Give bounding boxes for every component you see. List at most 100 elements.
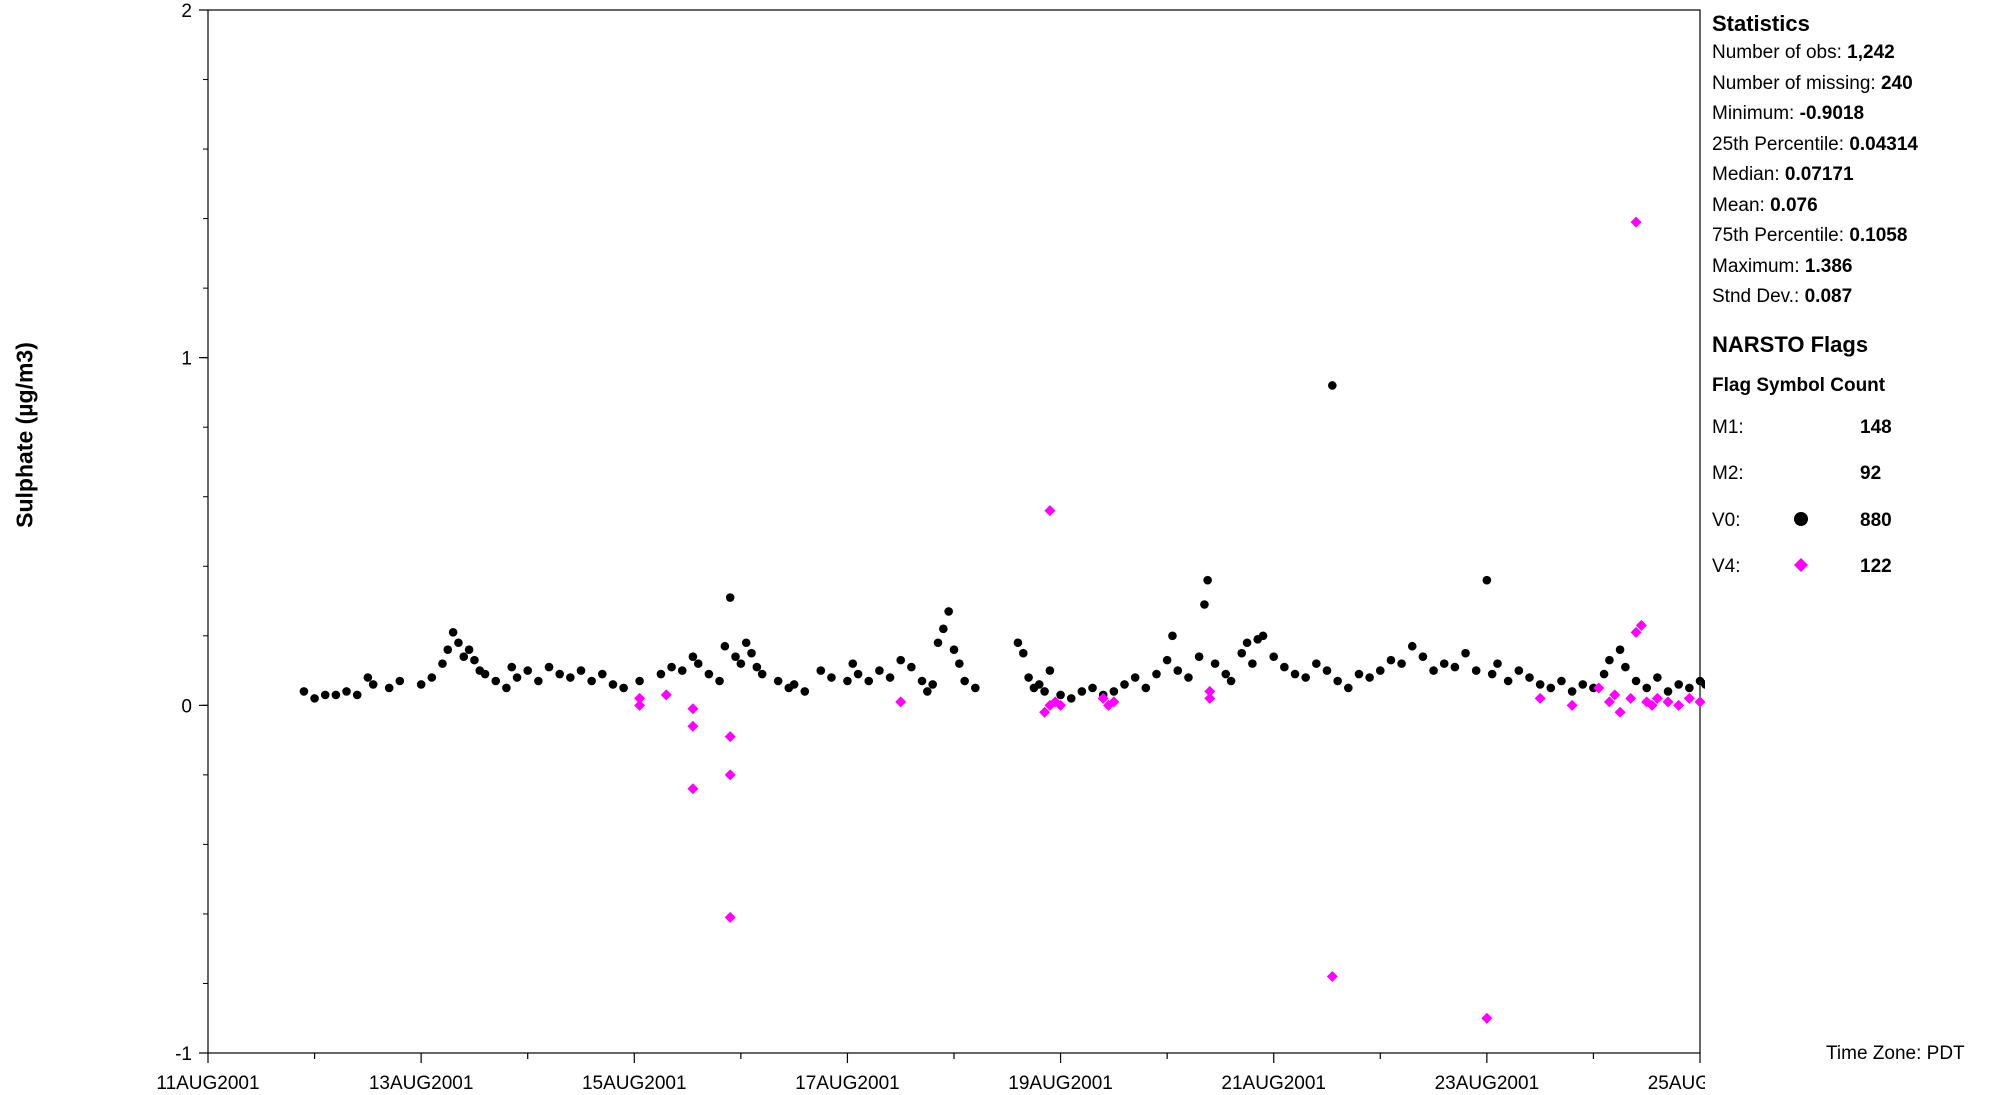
point-v0 <box>1642 683 1652 693</box>
point-v4 <box>1683 692 1695 704</box>
point-v0 <box>773 676 783 686</box>
point-v0 <box>1312 659 1321 668</box>
point-v0 <box>1120 680 1129 689</box>
point-v0 <box>1333 676 1342 686</box>
point-v0 <box>1034 680 1044 689</box>
point-v0 <box>848 659 858 668</box>
x-tick-label: 11AUG2001 <box>156 1073 259 1094</box>
point-v4 <box>1055 699 1067 711</box>
point-v0 <box>1578 680 1588 689</box>
point-v0 <box>1248 659 1257 668</box>
point-v0 <box>1280 662 1289 672</box>
point-v0 <box>454 638 463 648</box>
point-v0 <box>736 659 746 668</box>
point-v0 <box>944 607 953 616</box>
point-v0 <box>1546 683 1556 693</box>
point-v0 <box>459 652 469 661</box>
point-v0 <box>1088 683 1097 693</box>
point-v0 <box>1194 652 1204 661</box>
point-v0 <box>1653 673 1662 682</box>
point-v0 <box>1258 631 1268 641</box>
point-v0 <box>1525 673 1534 682</box>
point-v0 <box>427 673 437 682</box>
y-axis-label: Sulphate (µg/m3) <box>11 342 38 528</box>
point-v4 <box>687 783 699 795</box>
stat-value: 1,242 <box>1847 42 1895 63</box>
point-v0 <box>1290 669 1300 679</box>
flag-count: 880 <box>1860 509 1892 531</box>
point-v0 <box>704 669 714 679</box>
point-v0 <box>949 645 959 655</box>
point-v0 <box>555 669 564 679</box>
flag-code: M1: <box>1712 416 1744 438</box>
y-tick-label: 1 <box>181 349 192 370</box>
flags-title: NARSTO Flags <box>1712 331 1869 357</box>
point-v0 <box>1322 666 1332 675</box>
point-v4 <box>1673 699 1685 711</box>
point-v0 <box>1365 673 1374 682</box>
point-v4 <box>1097 692 1109 704</box>
point-v4 <box>1646 699 1658 711</box>
stat-label: Stnd Dev.: <box>1712 286 1805 307</box>
point-v0 <box>1237 648 1247 658</box>
point-v4 <box>1630 626 1642 638</box>
point-v0 <box>1471 666 1481 675</box>
stat-row: Stnd Dev.: 0.087 <box>1712 282 2002 313</box>
point-v0 <box>1168 631 1177 641</box>
point-v0 <box>1203 575 1212 585</box>
point-v0 <box>368 680 378 689</box>
point-v0 <box>331 690 341 700</box>
point-v0 <box>933 638 943 648</box>
point-v0 <box>1557 676 1566 686</box>
point-v4 <box>1534 692 1546 704</box>
point-v0 <box>320 690 330 700</box>
point-v0 <box>917 676 927 686</box>
flag-count: 122 <box>1860 556 1892 577</box>
point-v0 <box>470 655 479 665</box>
point-v0 <box>448 628 458 637</box>
statistics-panel: Statistics Number of obs: 1,242 Number of… <box>1712 10 2002 593</box>
point-v0 <box>1461 648 1470 658</box>
point-v0 <box>1040 687 1049 696</box>
stat-value: 0.087 <box>1804 286 1853 307</box>
point-v0 <box>667 662 676 672</box>
stat-value: -0.9018 <box>1799 103 1865 124</box>
point-v4 <box>660 689 672 701</box>
flag-count: 92 <box>1860 463 1882 484</box>
flag-row: M2: 92 <box>1712 453 2002 500</box>
stat-row: Mean: 0.076 <box>1712 191 2002 222</box>
point-v0 <box>875 666 884 675</box>
point-v0 <box>688 652 698 661</box>
point-v0 <box>971 683 980 693</box>
point-v0 <box>864 676 874 686</box>
point-v0 <box>1514 666 1524 675</box>
point-v0 <box>1018 648 1028 658</box>
stat-label: Median: <box>1712 164 1785 185</box>
point-v0 <box>1386 655 1396 665</box>
point-v0 <box>363 673 373 682</box>
point-v0 <box>715 676 724 686</box>
point-v0 <box>1631 676 1641 686</box>
flags-table: M1: 148 M2: 92 V0: 880 V4: 122 <box>1712 407 2002 593</box>
point-v0 <box>1045 666 1055 675</box>
point-v4 <box>1614 706 1626 718</box>
point-v0 <box>598 669 607 679</box>
stat-row: Median: 0.07171 <box>1712 160 2002 191</box>
point-v0 <box>464 645 474 655</box>
point-v0 <box>566 673 575 682</box>
point-v0 <box>800 687 810 696</box>
point-v0 <box>741 638 751 648</box>
point-v0 <box>635 676 644 686</box>
point-v0 <box>1077 687 1087 696</box>
point-v0 <box>342 687 351 696</box>
point-v0 <box>299 687 309 696</box>
point-v0 <box>576 666 586 675</box>
point-v0 <box>960 676 969 686</box>
point-v0 <box>1162 655 1172 665</box>
point-v0 <box>928 680 937 689</box>
point-v0 <box>395 676 405 686</box>
point-v0 <box>587 676 596 686</box>
point-v0 <box>1066 694 1076 703</box>
axis-ticks: -1 0 1 2 11AUG2001 13AUG2001 15AUG2001 17AUG200… <box>156 1 1705 1094</box>
flag-row: M1: 148 <box>1712 407 2002 454</box>
